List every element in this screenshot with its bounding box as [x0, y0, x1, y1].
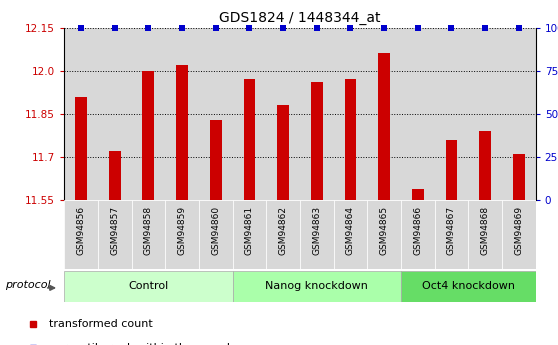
Bar	[266, 28, 300, 200]
Bar	[64, 200, 98, 269]
Bar	[233, 271, 401, 302]
Text: GSM94863: GSM94863	[312, 206, 321, 255]
Bar	[75, 97, 87, 200]
Bar	[199, 200, 233, 269]
Bar	[334, 200, 367, 269]
Bar	[344, 79, 357, 200]
Bar	[367, 200, 401, 269]
Bar	[311, 82, 323, 200]
Text: GSM94860: GSM94860	[211, 206, 220, 255]
Bar	[142, 71, 154, 200]
Bar	[98, 200, 132, 269]
Bar	[109, 151, 121, 200]
Text: percentile rank within the sample: percentile rank within the sample	[49, 343, 237, 345]
Bar	[165, 200, 199, 269]
Bar	[468, 28, 502, 200]
Bar	[378, 53, 390, 200]
Text: GSM94869: GSM94869	[514, 206, 523, 255]
Text: GSM94864: GSM94864	[346, 206, 355, 255]
Bar	[513, 154, 525, 200]
Bar	[502, 28, 536, 200]
Bar	[401, 28, 435, 200]
Bar	[412, 189, 424, 200]
Bar	[334, 28, 367, 200]
Text: GSM94862: GSM94862	[278, 206, 287, 255]
Title: GDS1824 / 1448344_at: GDS1824 / 1448344_at	[219, 11, 381, 25]
Text: GSM94857: GSM94857	[110, 206, 119, 255]
Bar	[266, 200, 300, 269]
Bar	[132, 200, 165, 269]
Text: GSM94868: GSM94868	[480, 206, 490, 255]
Bar	[435, 28, 468, 200]
Bar	[243, 79, 256, 200]
Text: GSM94859: GSM94859	[177, 206, 186, 255]
Bar	[233, 28, 266, 200]
Text: Oct4 knockdown: Oct4 knockdown	[422, 282, 515, 291]
Text: Control: Control	[128, 282, 169, 291]
Bar	[64, 28, 98, 200]
Bar	[401, 271, 536, 302]
Text: GSM94866: GSM94866	[413, 206, 422, 255]
Bar	[210, 120, 222, 200]
Bar	[300, 28, 334, 200]
Text: GSM94856: GSM94856	[76, 206, 85, 255]
Bar	[502, 200, 536, 269]
Bar	[300, 200, 334, 269]
Bar	[165, 28, 199, 200]
Bar	[401, 200, 435, 269]
Bar	[132, 28, 165, 200]
Bar	[367, 28, 401, 200]
Bar	[468, 200, 502, 269]
Bar	[176, 65, 188, 200]
Bar	[277, 105, 289, 200]
Bar	[98, 28, 132, 200]
Text: GSM94867: GSM94867	[447, 206, 456, 255]
Text: protocol: protocol	[5, 280, 51, 290]
Bar	[479, 131, 491, 200]
Text: GSM94861: GSM94861	[245, 206, 254, 255]
Bar	[199, 28, 233, 200]
Text: Nanog knockdown: Nanog knockdown	[265, 282, 368, 291]
Text: GSM94858: GSM94858	[144, 206, 153, 255]
Bar	[233, 200, 266, 269]
Bar	[446, 140, 458, 200]
Text: transformed count: transformed count	[49, 319, 152, 329]
Bar	[64, 271, 233, 302]
Text: GSM94865: GSM94865	[379, 206, 388, 255]
Bar	[435, 200, 468, 269]
